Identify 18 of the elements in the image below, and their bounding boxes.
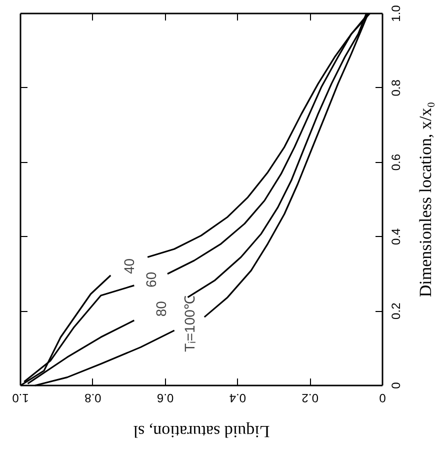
y-tick-label: 0.4 [389, 228, 403, 246]
y-tick-label: 0.8 [389, 79, 403, 96]
annotation: 80 [152, 300, 169, 317]
x-tick-label: 0.8 [84, 391, 102, 405]
annotation: Tᵢ=100℃ [181, 296, 198, 352]
y-tick-label: 1.0 [389, 4, 403, 22]
y-axis-title: Dimensionless location, x/x₀ [416, 102, 435, 298]
x-axis-title: Liquid saturation, sl [132, 422, 270, 441]
annotation: 60 [142, 272, 159, 288]
annotation: 40 [121, 258, 138, 274]
y-tick-label: 0 [389, 382, 403, 389]
x-tick-label: 0.6 [156, 391, 174, 405]
y-tick-label: 0.2 [389, 302, 403, 320]
x-tick-label: 1.0 [12, 391, 29, 405]
y-tick-label: 0.6 [389, 154, 403, 171]
x-tick-label: 0 [378, 391, 386, 405]
x-tick-label: 0.2 [301, 391, 318, 405]
x-tick-label: 0.4 [229, 391, 246, 405]
